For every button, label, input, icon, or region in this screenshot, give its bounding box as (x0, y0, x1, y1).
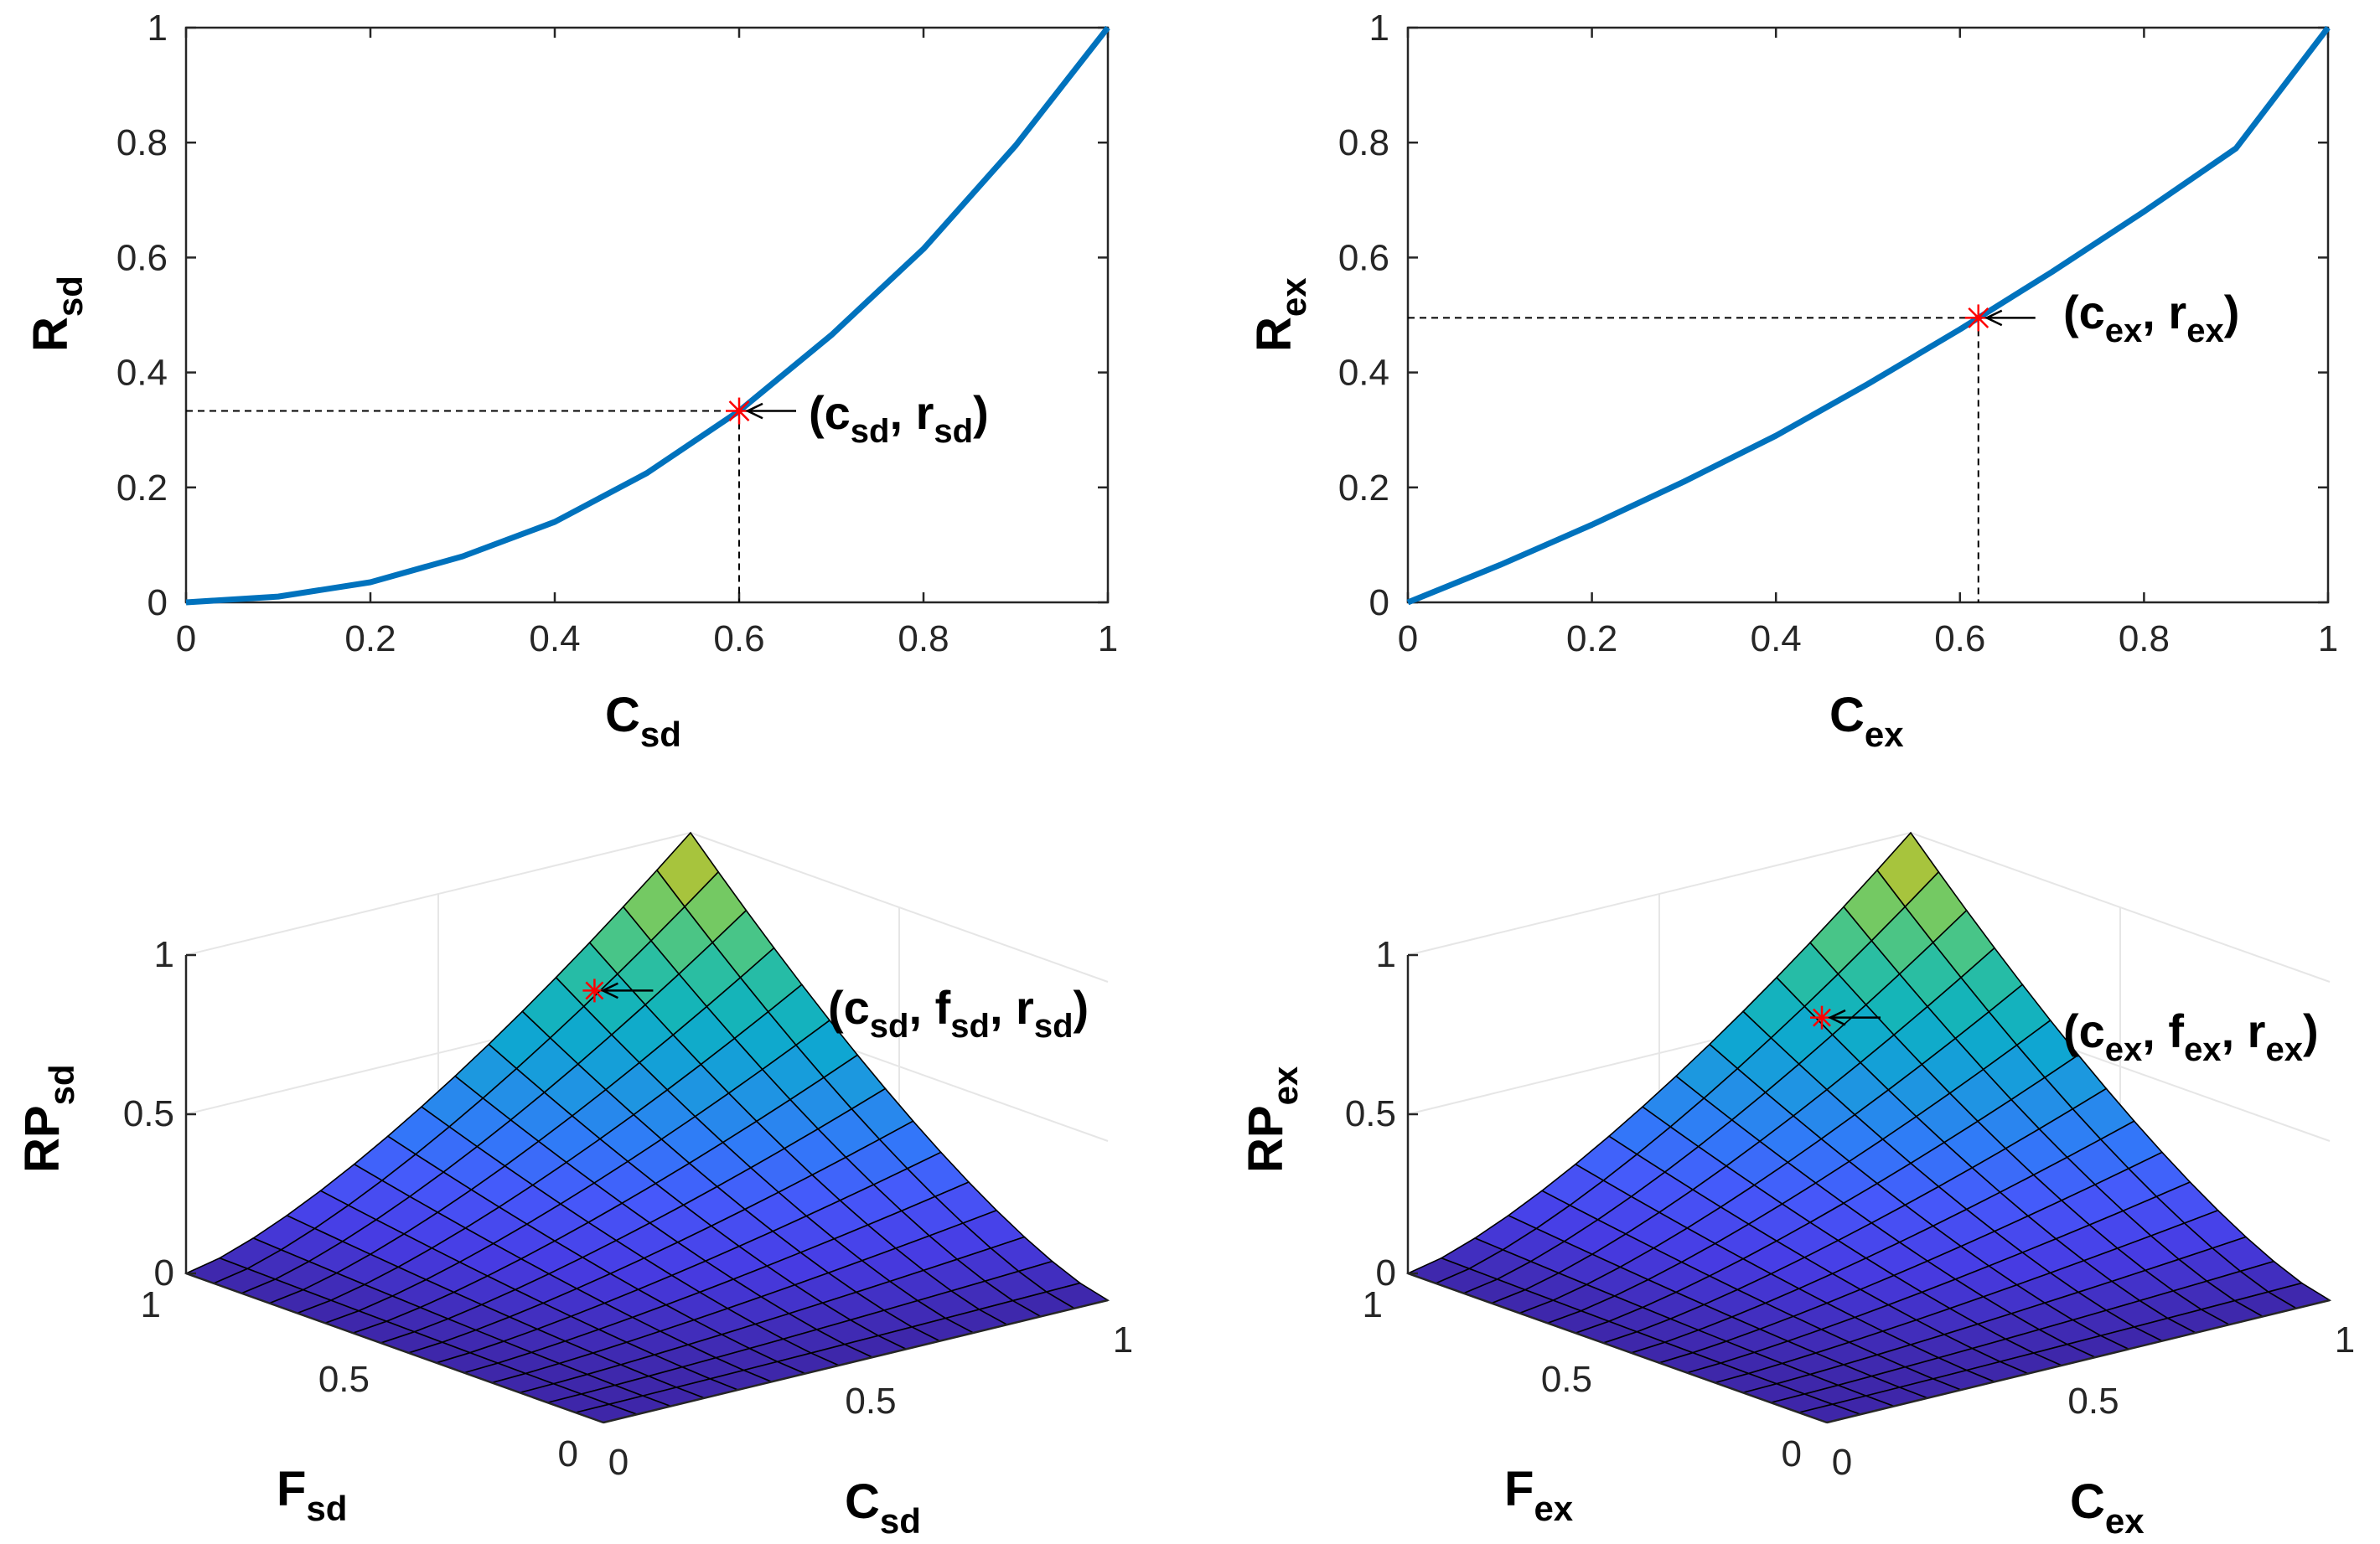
y-ticks: 0 0.2 0.4 0.6 0.8 1 (116, 8, 1108, 623)
z-axis-label: RPsd (15, 1064, 81, 1173)
x-tick-label: 0.2 (344, 618, 396, 659)
f-axis-label: Fsd (277, 1462, 347, 1528)
annotation-arrow (745, 402, 796, 420)
x-tick-label: 0.8 (2119, 618, 2170, 659)
arrow-head (1828, 1009, 1846, 1026)
x-tick-label: 0.4 (529, 618, 580, 659)
c-tick-label: 0.5 (845, 1381, 896, 1422)
y-tick-label: 1 (147, 8, 168, 49)
axes-box (184, 26, 1110, 604)
c-tick-label: 1 (1113, 1319, 1133, 1361)
annotation-label: (csd, rsd) (809, 386, 989, 450)
f-tick-label: 0 (558, 1433, 578, 1474)
y-tick-label: 0 (1369, 582, 1389, 623)
marker-stroke (1813, 1008, 1831, 1027)
x-tick-label: 0.4 (1751, 618, 1802, 659)
x-tick-label: 0 (176, 618, 196, 659)
z-tick-label: 0 (1376, 1252, 1396, 1294)
axis-line (1826, 1299, 2331, 1424)
x-tick-label: 0 (1398, 618, 1418, 659)
surface-mesh (184, 831, 1110, 1423)
annotation-label: (csd, fsd, rsd) (828, 981, 1089, 1045)
z-tick-label: 1 (1376, 934, 1396, 975)
arrow-head (1984, 309, 2003, 327)
c-axis-label: Cex (2070, 1474, 2145, 1541)
f-axis-label: Fex (1504, 1462, 1574, 1528)
f-tick-label: 0.5 (318, 1359, 370, 1400)
plot-top-right: 0 0.2 0.4 0.6 0.8 1 0 0.2 0.4 0.6 0.8 1 (cex, rex)… (1247, 8, 2338, 754)
annotation-label: (cex, rex) (2063, 286, 2239, 349)
y-tick-label: 0.8 (116, 122, 168, 163)
x-axis-label: Csd (605, 688, 681, 754)
annotation-arrow (600, 982, 654, 999)
data-series-curve (185, 25, 1110, 606)
x-tick-label: 0.6 (713, 618, 764, 659)
x-axis-label: Cex (1829, 688, 1904, 754)
x-ticks: 0 0.2 0.4 0.6 0.8 1 (1398, 28, 2338, 659)
f-tick-label: 1 (141, 1284, 161, 1325)
y-tick-label: 0.8 (1338, 122, 1389, 163)
c-tick-label: 1 (2335, 1319, 2355, 1361)
y-tick-label: 0.2 (1338, 467, 1389, 509)
y-axis-label: Rex (1247, 277, 1313, 352)
z-tick-label: 1 (154, 934, 174, 975)
y-tick-label: 0.6 (1338, 237, 1389, 278)
y-tick-label: 0.4 (116, 353, 168, 394)
data-series-curve (1406, 25, 2331, 606)
y-tick-label: 0 (147, 582, 168, 623)
x-tick-label: 0.8 (898, 618, 949, 659)
x-tick-label: 1 (2318, 618, 2338, 659)
z-tick-label: 0 (154, 1252, 174, 1294)
axis-line (603, 1299, 1109, 1424)
data-point-marker (726, 397, 753, 425)
x-tick-label: 0.6 (1934, 618, 1985, 659)
z-tick-label: 0.5 (123, 1093, 174, 1134)
y-tick-label: 0.2 (116, 467, 168, 509)
x-tick-label: 0.2 (1566, 618, 1617, 659)
f-tick-label: 0.5 (1541, 1359, 1592, 1400)
z-axis-label: RPex (1239, 1066, 1305, 1173)
arrow-head (600, 982, 618, 999)
annotation-arrow (1984, 309, 2036, 327)
annotation-label: (cex, fex, rex) (2063, 1004, 2319, 1068)
annotation-arrow (1828, 1009, 1881, 1026)
c-tick-label: 0 (608, 1442, 629, 1483)
marker-stroke (1968, 307, 1989, 328)
axes-box (1406, 26, 2330, 604)
f-tick-label: 1 (1363, 1284, 1383, 1325)
x-ticks: 0 0.2 0.4 0.6 0.8 1 (176, 28, 1118, 659)
y-tick-label: 0.4 (1338, 353, 1389, 394)
c-tick-label: 0.5 (2067, 1381, 2119, 1422)
arrow-head (745, 402, 763, 420)
axis-line (185, 1272, 604, 1424)
z-tick-label: 0.5 (1345, 1093, 1396, 1134)
plot-top-left: 0 0.2 0.4 0.6 0.8 1 0 0.2 0.4 0.6 0.8 1 (csd, rsd)… (23, 8, 1118, 754)
y-ticks: 0 0.2 0.4 0.6 0.8 1 (1338, 8, 2328, 623)
y-tick-label: 0.6 (116, 237, 168, 278)
c-axis-label: Csd (845, 1474, 921, 1541)
y-axis-label: Rsd (23, 276, 90, 352)
x-tick-label: 1 (1098, 618, 1118, 659)
f-tick-label: 0 (1782, 1433, 1802, 1474)
marker-stroke (585, 981, 604, 1000)
c-tick-label: 0 (1832, 1442, 1852, 1483)
y-tick-label: 1 (1369, 8, 1389, 49)
axis-line (1407, 1272, 1828, 1424)
marker-stroke (728, 400, 750, 421)
